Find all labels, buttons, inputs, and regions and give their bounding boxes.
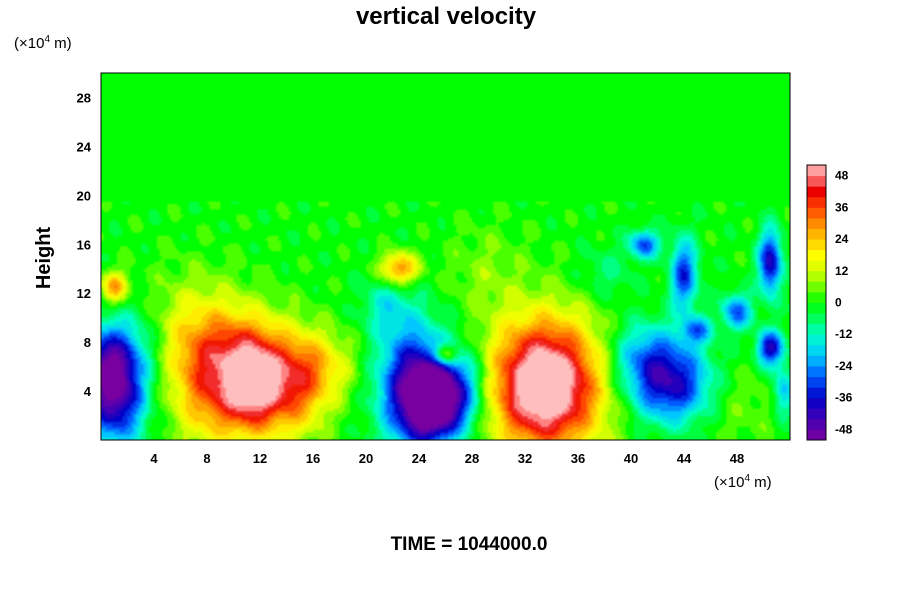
colorbar-band: [807, 217, 826, 229]
colorbar-band: [807, 323, 826, 335]
x-tick-label: 28: [465, 451, 479, 466]
x-unit-label: (×104 m): [714, 473, 772, 491]
chart-title: vertical velocity: [356, 3, 537, 30]
y-tick-label: 20: [77, 188, 91, 203]
heatmap-field: [101, 73, 790, 440]
colorbar-band: [807, 186, 826, 198]
x-tick-label: 44: [677, 451, 692, 466]
colorbar-tick-label: 0: [835, 296, 842, 310]
colorbar-tick-label: -12: [835, 327, 853, 341]
colorbar-tick-label: 48: [835, 169, 849, 183]
colorbar-tick-label: -24: [835, 359, 853, 373]
colorbar-band: [807, 418, 826, 430]
x-tick-label: 40: [624, 451, 638, 466]
colorbar-band: [807, 387, 826, 399]
colorbar-band: [807, 175, 826, 187]
colorbar-tick-label: 24: [835, 232, 849, 246]
x-tick-label: 4: [150, 451, 158, 466]
colorbar: 48 36 24 12 0 -12 -24 -36 -48: [806, 164, 853, 441]
colorbar-band: [807, 270, 826, 282]
plot-frame: [100, 72, 791, 441]
y-tick-label: 8: [84, 335, 91, 350]
x-tick-label: 16: [306, 451, 320, 466]
y-tick-label: 12: [77, 286, 91, 301]
colorbar-tick-label: 12: [835, 264, 849, 278]
colorbar-frame: [806, 164, 827, 441]
y-tick-label: 16: [77, 237, 91, 252]
colorbar-band: [807, 334, 826, 346]
colorbar-band: [807, 355, 826, 367]
x-tick-label: 32: [518, 451, 532, 466]
colorbar-band: [807, 165, 826, 177]
y-unit-label: (×104 m): [14, 34, 72, 52]
colorbar-band: [807, 249, 826, 261]
x-tick-label: 24: [412, 451, 427, 466]
time-label: TIME = 1044000.0: [391, 534, 548, 555]
colorbar-band: [807, 207, 826, 219]
heatmap-image: [101, 73, 790, 440]
x-tick-label: 12: [253, 451, 267, 466]
colorbar-band: [807, 397, 826, 409]
x-tick-label: 8: [203, 451, 210, 466]
y-tick-label: 24: [77, 139, 92, 154]
colorbar-band: [807, 429, 826, 441]
y-tick-label: 28: [77, 90, 91, 105]
x-tick-label: 48: [730, 451, 744, 466]
colorbar-band: [807, 376, 826, 388]
colorbar-tick-labels: 48 36 24 12 0 -12 -24 -36 -48: [835, 169, 853, 437]
colorbar-band: [807, 344, 826, 356]
colorbar-band: [807, 281, 826, 293]
x-tick-label: 20: [359, 451, 373, 466]
x-tick-labels: 4 8 12 16 20 24 28 32 36 40 44 48: [150, 451, 744, 466]
colorbar-band: [807, 260, 826, 272]
colorbar-band: [807, 408, 826, 420]
colorbar-band: [807, 239, 826, 251]
colorbar-band: [807, 302, 826, 314]
colorbar-tick-label: 36: [835, 200, 849, 214]
colorbar-bands: [807, 164, 826, 441]
colorbar-band: [807, 291, 826, 303]
colorbar-band: [807, 196, 826, 208]
y-tick-label: 4: [84, 384, 92, 399]
colorbar-band: [807, 365, 826, 378]
colorbar-band: [807, 313, 826, 325]
colorbar-band: [807, 228, 826, 240]
colorbar-tick-label: -48: [835, 422, 853, 436]
y-axis-label: Height: [33, 227, 55, 290]
y-tick-labels: 4 8 12 16 20 24 28: [77, 90, 92, 399]
colorbar-tick-label: -36: [835, 391, 853, 405]
x-tick-label: 36: [571, 451, 585, 466]
